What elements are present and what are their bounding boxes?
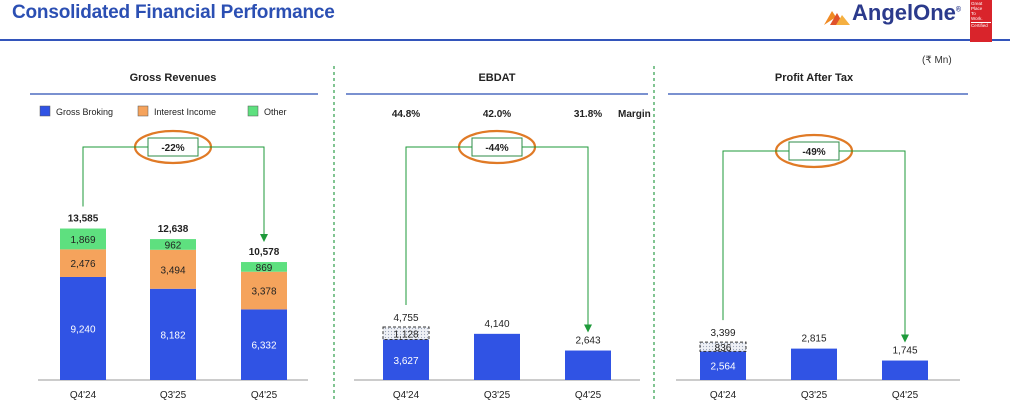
chart-title: Profit After Tax	[775, 72, 854, 84]
bar-segment-gross-broking	[150, 288, 196, 380]
bar	[882, 360, 928, 380]
bar-segment-other	[150, 239, 196, 250]
bar-segment-interest-income	[241, 271, 287, 310]
bar	[383, 339, 429, 380]
x-tick-label: Q3'25	[160, 390, 187, 401]
bar-total-label: 4,755	[393, 313, 418, 324]
chart-title: EBDAT	[478, 72, 515, 84]
bar	[791, 348, 837, 380]
logo-mark-icon	[824, 11, 850, 25]
unit-label: (₹ Mn)	[922, 55, 952, 66]
excluded-segment	[699, 341, 747, 352]
excluded-value-label: 836	[715, 343, 732, 354]
bar-value-label: 3,378	[251, 287, 276, 298]
change-arrow-left	[82, 146, 148, 207]
bar-segment-interest-income	[60, 249, 106, 277]
legend-label: Gross Broking	[56, 107, 113, 117]
bar-value-label: 962	[165, 240, 182, 251]
bar-top-label: 2,643	[575, 336, 600, 347]
excluded-segment	[382, 326, 430, 341]
margin-value: 42.0%	[483, 109, 511, 120]
badge-line: To	[971, 11, 976, 16]
bar-value-label: 3,494	[160, 265, 185, 276]
bar-total-label: 3,399	[710, 328, 735, 339]
margin-value: 31.8%	[574, 109, 602, 120]
title-underline	[0, 39, 1010, 41]
change-label: -44%	[485, 143, 508, 154]
x-tick-label: Q4'24	[393, 390, 420, 401]
logo-registered: ®	[955, 6, 962, 14]
badge-line: Work.	[971, 16, 983, 21]
legend-swatch	[39, 105, 51, 117]
change-arrow-left	[722, 150, 789, 321]
badge-line: Place	[971, 6, 983, 11]
x-tick-label: Q3'25	[801, 390, 828, 401]
bar	[700, 351, 746, 380]
bar-value-label: 3,627	[393, 356, 418, 367]
bar-value-label: 9,240	[70, 324, 95, 335]
bar-segment-other	[60, 228, 106, 250]
legend-swatch	[137, 105, 149, 117]
bar	[565, 350, 611, 380]
margin-value: 44.8%	[392, 109, 420, 120]
bar-total-label: 10,578	[249, 247, 280, 258]
legend-swatch	[247, 105, 259, 117]
great-place-to-work-badge: Great Place To Work. Certified	[970, 0, 992, 42]
bar-segment-other	[241, 262, 287, 272]
bar-value-label: 6,332	[251, 341, 276, 352]
page-title: Consolidated Financial Performance	[12, 2, 335, 23]
x-tick-label: Q4'24	[70, 390, 97, 401]
chart-title: Gross Revenues	[130, 72, 217, 84]
bar-segment-gross-broking	[60, 276, 106, 380]
x-tick-label: Q4'25	[251, 390, 278, 401]
bar-top-label: 2,815	[801, 334, 826, 345]
bar-segment-gross-broking	[241, 309, 287, 380]
logo-text-one: One	[913, 0, 956, 25]
bar-segment-interest-income	[150, 249, 196, 289]
change-arrow-right	[839, 150, 909, 343]
bar	[474, 333, 520, 380]
badge-line: Great	[971, 1, 983, 6]
bar-value-label: 2,476	[70, 259, 95, 270]
excluded-value-label: 1,128	[393, 329, 418, 340]
x-tick-label: Q3'25	[484, 390, 511, 401]
bar-value-label: 869	[256, 263, 273, 274]
logo-text-angel: Angel	[852, 0, 914, 25]
x-tick-label: Q4'24	[710, 390, 737, 401]
change-arrow-right	[522, 146, 592, 333]
x-tick-label: Q4'25	[575, 390, 602, 401]
angelone-logo: AngelOne® Great Place To Work. Certified	[822, 0, 1002, 42]
badge-line: Certified	[971, 22, 991, 28]
bar-value-label: 2,564	[710, 362, 735, 373]
change-label: -49%	[802, 147, 825, 158]
change-label: -22%	[161, 143, 184, 154]
bar-total-label: 13,585	[68, 214, 99, 225]
change-arrow-left	[405, 146, 472, 305]
bar-total-label: 12,638	[158, 224, 189, 235]
legend-label: Interest Income	[154, 107, 216, 117]
legend-label: Other	[264, 107, 287, 117]
bar-value-label: 1,869	[70, 235, 95, 246]
x-tick-label: Q4'25	[892, 390, 919, 401]
bar-top-label: 4,140	[484, 319, 509, 330]
change-arrow-right	[198, 146, 268, 243]
bar-top-label: 1,745	[892, 346, 917, 357]
bar-value-label: 8,182	[160, 330, 185, 341]
margin-label: Margin	[618, 109, 651, 120]
